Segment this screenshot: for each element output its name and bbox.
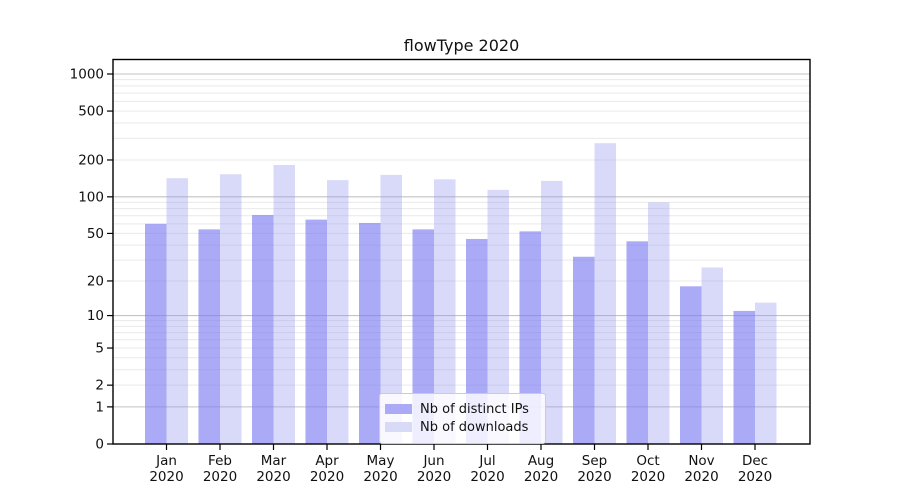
x-tick-label-month: Sep (582, 453, 607, 469)
bar-downloads (327, 180, 349, 445)
x-tick-label-year: 2020 (149, 469, 183, 485)
bar-downloads (220, 174, 242, 444)
bar-downloads (648, 202, 670, 444)
x-tick-label-month: Apr (315, 453, 339, 469)
chart-title: flowType 2020 (403, 36, 520, 55)
bar-distinct-ips (198, 229, 220, 444)
bar-downloads (273, 165, 295, 444)
bar-distinct-ips (305, 219, 327, 444)
x-tick-label-year: 2020 (417, 469, 451, 485)
y-tick-label: 10 (87, 308, 104, 324)
bar-distinct-ips (252, 214, 274, 444)
x-tick-label-year: 2020 (631, 469, 665, 485)
bar-distinct-ips (733, 310, 755, 444)
x-tick-label-year: 2020 (203, 469, 237, 485)
bar-distinct-ips (573, 256, 595, 444)
bar-distinct-ips (145, 223, 167, 444)
bar-distinct-ips (466, 238, 488, 444)
bar-downloads (487, 189, 509, 444)
x-tick-label-year: 2020 (310, 469, 344, 485)
bar-downloads (594, 143, 616, 444)
y-tick-label: 50 (87, 226, 104, 242)
x-tick-label-year: 2020 (470, 469, 504, 485)
bar-downloads (380, 174, 402, 444)
x-tick-label-month: May (367, 453, 395, 469)
legend: Nb of distinct IPs Nb of downloads (379, 393, 546, 444)
x-tick-label-year: 2020 (684, 469, 718, 485)
y-tick-label: 100 (78, 189, 104, 205)
x-tick-label-month: Jan (155, 453, 177, 469)
y-tick-label: 2 (95, 378, 104, 394)
legend-label-downloads: Nb of downloads (420, 419, 529, 435)
bar-downloads (434, 179, 456, 444)
bar-downloads (166, 178, 188, 444)
y-tick-label: 500 (78, 104, 104, 120)
bar-downloads (755, 302, 777, 444)
x-tick-label-month: Aug (528, 453, 554, 469)
legend-swatch-distinct-ips (385, 404, 412, 414)
x-tick-label-month: Feb (208, 453, 232, 469)
y-tick-label: 1000 (70, 67, 104, 83)
legend-label-distinct-ips: Nb of distinct IPs (420, 401, 529, 417)
x-tick-label-month: Nov (688, 453, 714, 469)
bar-distinct-ips (412, 229, 434, 444)
bar-downloads (701, 267, 723, 444)
legend-item-distinct-ips: Nb of distinct IPs (385, 401, 537, 417)
x-tick-label-year: 2020 (524, 469, 558, 485)
bar-downloads (541, 180, 563, 444)
x-tick-label-year: 2020 (363, 469, 397, 485)
y-tick-label: 1 (95, 399, 104, 415)
bar-distinct-ips (359, 222, 381, 444)
bar-distinct-ips (626, 241, 648, 444)
legend-item-downloads: Nb of downloads (385, 419, 537, 435)
x-tick-label-year: 2020 (256, 469, 290, 485)
x-tick-label-month: Mar (261, 453, 287, 469)
x-tick-label-year: 2020 (738, 469, 772, 485)
plot-frame (112, 58, 811, 445)
x-tick-label-month: Dec (742, 453, 768, 469)
bar-distinct-ips (519, 231, 541, 444)
legend-swatch-downloads (385, 422, 412, 432)
y-tick-label: 5 (95, 341, 104, 357)
x-tick-label-year: 2020 (577, 469, 611, 485)
x-tick-label-month: Jun (422, 453, 444, 469)
y-tick-label: 0 (95, 437, 104, 453)
y-tick-label: 20 (87, 273, 104, 289)
x-tick-label-month: Oct (636, 453, 659, 469)
x-tick-label-month: Jul (478, 453, 495, 469)
bar-distinct-ips (680, 286, 702, 444)
y-tick-label: 200 (78, 152, 104, 168)
